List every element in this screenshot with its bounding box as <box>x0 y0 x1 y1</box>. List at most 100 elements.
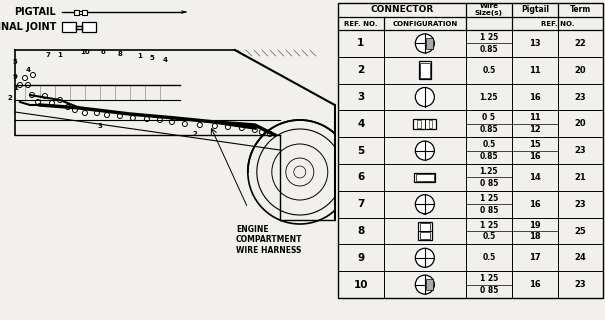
Circle shape <box>18 83 22 87</box>
Text: 11: 11 <box>529 113 541 123</box>
Text: 19: 19 <box>529 220 541 230</box>
Text: Wire
Size(s): Wire Size(s) <box>475 4 503 17</box>
Text: 10: 10 <box>80 49 90 55</box>
Text: CONNECTOR: CONNECTOR <box>370 5 433 14</box>
Text: 0 85: 0 85 <box>480 286 498 295</box>
Bar <box>416 174 434 181</box>
Circle shape <box>416 195 434 214</box>
Bar <box>414 173 436 182</box>
Text: 0.85: 0.85 <box>480 125 498 134</box>
Text: 0 85: 0 85 <box>480 179 498 188</box>
Text: 1 25: 1 25 <box>480 220 498 230</box>
Bar <box>79 11 82 13</box>
Text: 7: 7 <box>45 52 50 58</box>
Circle shape <box>197 123 202 127</box>
Text: 1.25: 1.25 <box>480 167 498 176</box>
Text: 1: 1 <box>57 52 62 58</box>
Text: 17: 17 <box>529 253 541 262</box>
Circle shape <box>182 122 188 126</box>
Text: 23: 23 <box>575 200 586 209</box>
Text: 20: 20 <box>575 119 586 128</box>
Circle shape <box>416 141 434 160</box>
Bar <box>420 63 430 78</box>
Text: 1 25: 1 25 <box>480 33 498 42</box>
Circle shape <box>117 114 122 118</box>
Text: 2: 2 <box>8 95 12 101</box>
Bar <box>429 120 432 128</box>
Text: 5: 5 <box>149 55 154 61</box>
Circle shape <box>225 124 231 130</box>
Text: 0.5: 0.5 <box>482 232 495 241</box>
Circle shape <box>416 275 434 294</box>
Text: 1: 1 <box>357 38 364 48</box>
Text: 4: 4 <box>162 57 168 63</box>
Text: 0.5: 0.5 <box>482 140 495 149</box>
Text: 20: 20 <box>575 66 586 75</box>
Text: 3: 3 <box>97 123 102 129</box>
Text: 0 5: 0 5 <box>482 113 495 123</box>
Text: 23: 23 <box>575 92 586 101</box>
Bar <box>420 231 430 238</box>
Bar <box>62 22 76 32</box>
Bar <box>413 119 436 129</box>
Text: 18: 18 <box>529 232 541 241</box>
Text: 3: 3 <box>357 92 364 102</box>
Text: Pigtail: Pigtail <box>521 5 549 14</box>
Text: 11: 11 <box>529 66 541 75</box>
Text: 21: 21 <box>575 173 586 182</box>
Bar <box>82 22 96 32</box>
Circle shape <box>267 132 272 137</box>
Circle shape <box>416 34 434 53</box>
Text: 0.5: 0.5 <box>482 66 495 75</box>
Circle shape <box>252 127 257 132</box>
Text: REF. NO.: REF. NO. <box>344 20 378 27</box>
Circle shape <box>25 83 30 87</box>
Text: 1: 1 <box>13 85 18 91</box>
Text: 7: 7 <box>357 199 364 209</box>
Circle shape <box>145 116 149 122</box>
Bar <box>426 279 433 290</box>
Circle shape <box>73 108 77 113</box>
Circle shape <box>57 98 62 102</box>
Text: ENGINE
COMPARTMENT
WIRE HARNESS: ENGINE COMPARTMENT WIRE HARNESS <box>236 225 302 255</box>
Text: REF. NO.: REF. NO. <box>541 20 574 27</box>
Text: 12: 12 <box>529 125 541 134</box>
Text: 10: 10 <box>353 280 368 290</box>
Text: 23: 23 <box>575 146 586 155</box>
Text: 8: 8 <box>117 51 122 57</box>
Text: 2: 2 <box>357 65 364 75</box>
Text: 16: 16 <box>529 92 541 101</box>
Text: 1.25: 1.25 <box>480 92 498 101</box>
Bar <box>426 38 433 49</box>
Circle shape <box>30 73 36 77</box>
Text: 6: 6 <box>357 172 364 182</box>
Text: 16: 16 <box>529 152 541 161</box>
Text: 16: 16 <box>529 200 541 209</box>
Text: 23: 23 <box>575 280 586 289</box>
Circle shape <box>94 110 99 116</box>
Circle shape <box>240 125 244 131</box>
Text: 5: 5 <box>13 59 18 65</box>
Text: 25: 25 <box>575 227 586 236</box>
Text: 14: 14 <box>529 173 541 182</box>
Text: 13: 13 <box>529 39 541 48</box>
Text: 22: 22 <box>575 39 586 48</box>
Text: 0.85: 0.85 <box>480 45 498 54</box>
Text: 0.85: 0.85 <box>480 152 498 161</box>
Bar <box>419 61 431 79</box>
Text: 15: 15 <box>529 140 541 149</box>
Bar <box>420 223 430 230</box>
Text: 5: 5 <box>357 146 364 156</box>
Text: 0 85: 0 85 <box>480 205 498 215</box>
Circle shape <box>42 93 47 99</box>
Bar <box>82 10 87 14</box>
Circle shape <box>65 105 70 109</box>
Text: 2: 2 <box>192 131 197 137</box>
Circle shape <box>212 124 217 129</box>
Circle shape <box>260 130 264 134</box>
Text: 8: 8 <box>357 226 364 236</box>
Text: 4: 4 <box>25 67 30 73</box>
Circle shape <box>22 76 27 81</box>
Circle shape <box>169 119 174 124</box>
Text: CONFIGURATION: CONFIGURATION <box>392 20 457 27</box>
